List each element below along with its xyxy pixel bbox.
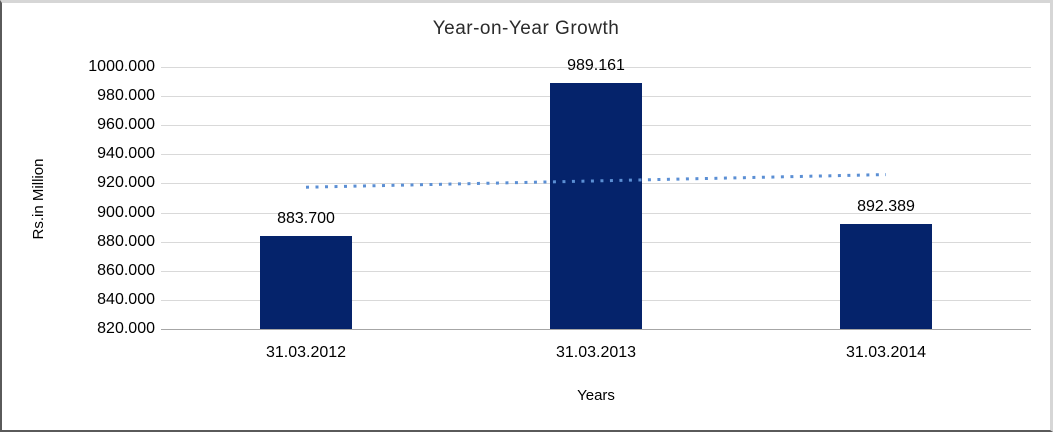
x-tick-label: 31.03.2013 — [555, 344, 637, 361]
bar-data-label: 883.700 — [277, 210, 335, 228]
x-axis-line — [161, 329, 1031, 330]
gridline — [161, 67, 1031, 68]
y-tick-label: 960.000 — [97, 116, 155, 134]
trendline-layer — [305, 173, 887, 189]
x-tick-label: 31.03.2012 — [265, 344, 347, 361]
y-tick-label: 860.000 — [97, 261, 155, 279]
y-tick-label: 900.000 — [97, 203, 155, 221]
bar-31.03.2014 — [840, 223, 932, 329]
y-tick-label: 980.000 — [97, 87, 155, 105]
y-tick-label: 940.000 — [97, 145, 155, 163]
y-tick-label: 1000.000 — [88, 58, 155, 75]
y-tick-label: 920.000 — [97, 174, 155, 192]
y-tick-label: 820.000 — [97, 320, 155, 337]
y-tick-label: 840.000 — [97, 290, 155, 308]
y-tick-label: 880.000 — [97, 232, 155, 250]
bar-31.03.2012 — [260, 236, 352, 329]
bar-chart: Year-on-Year Growth Rs.in Million 883.70… — [2, 3, 1050, 430]
x-axis-title: Years — [577, 387, 615, 404]
trendline — [305, 173, 887, 189]
bar-data-label: 892.389 — [857, 197, 915, 215]
chart-title: Year-on-Year Growth — [432, 18, 620, 39]
bar-31.03.2013 — [550, 82, 642, 329]
x-tick-label: 31.03.2014 — [845, 344, 927, 361]
plot-area: 883.700 989.161 892.389 — [161, 57, 1031, 330]
bar-data-label: 989.161 — [567, 56, 625, 74]
